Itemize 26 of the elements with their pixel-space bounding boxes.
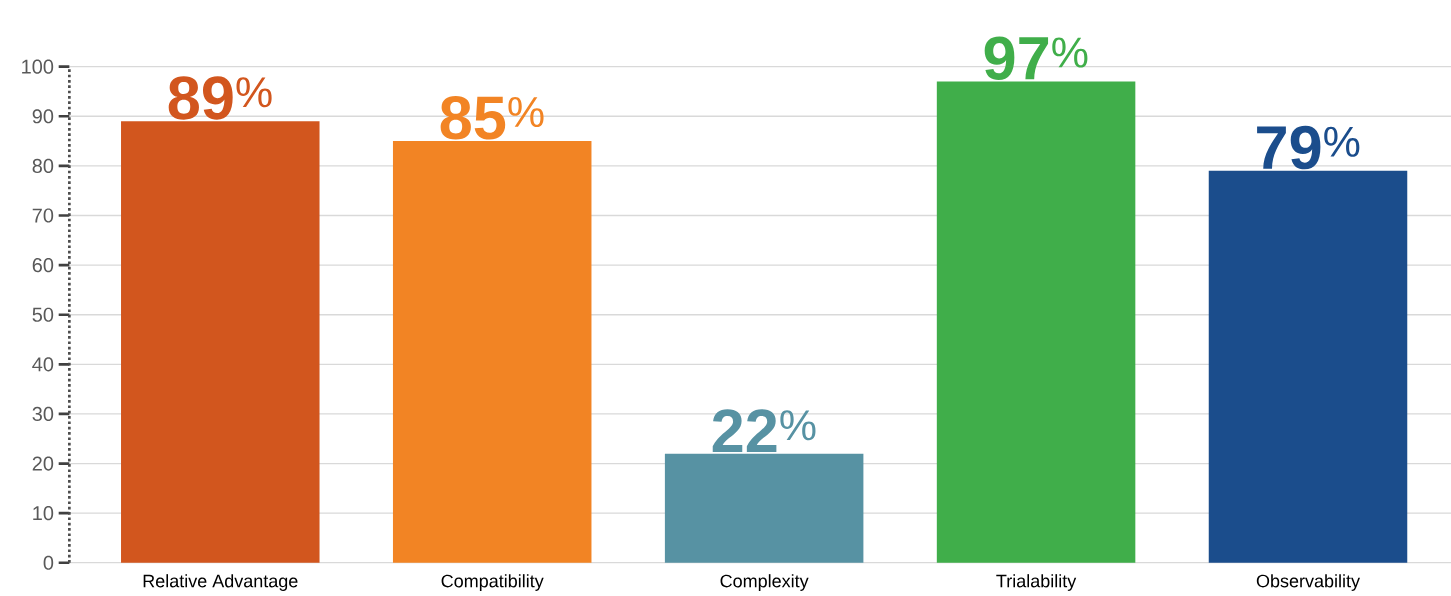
bar xyxy=(936,81,1136,563)
y-tick-label: 100 xyxy=(22,59,54,74)
bar xyxy=(121,121,320,563)
y-tick-label: 50 xyxy=(32,307,54,322)
x-tick-label: Compatibility xyxy=(441,574,544,591)
data-label: 97$^{%}$ xyxy=(984,36,1088,80)
bar xyxy=(1208,170,1408,563)
y-tick-label: 10 xyxy=(33,506,54,521)
bar xyxy=(392,141,592,563)
data-label: 85$^{%}$ xyxy=(440,95,544,140)
data-label: 89$^{%}$ xyxy=(168,76,272,120)
y-tick-label: 60 xyxy=(32,257,54,273)
y-tick-label: 40 xyxy=(32,357,54,372)
y-tick-label: 90 xyxy=(32,109,54,124)
bar xyxy=(664,453,864,563)
y-tick-label: 80 xyxy=(32,158,54,173)
data-label: 79$^{%}$ xyxy=(1257,125,1360,170)
x-tick-label: Trialability xyxy=(996,574,1077,591)
x-tick-label: Relative Advantage xyxy=(143,574,298,591)
y-tick-label: 0 xyxy=(43,555,54,570)
y-tick-label: 30 xyxy=(32,406,54,421)
x-tick-label: Complexity xyxy=(720,574,809,591)
x-tick-label: Observability xyxy=(1256,574,1360,591)
y-tick-label: 70 xyxy=(32,208,54,223)
data-label: 22$^{%}$ xyxy=(712,409,816,452)
y-tick-label: 20 xyxy=(32,456,54,471)
